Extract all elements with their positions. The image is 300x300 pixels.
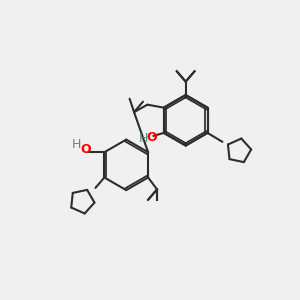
Text: H: H <box>138 132 148 146</box>
Text: H: H <box>71 138 81 151</box>
Text: O: O <box>81 143 91 156</box>
Text: O: O <box>147 131 157 144</box>
